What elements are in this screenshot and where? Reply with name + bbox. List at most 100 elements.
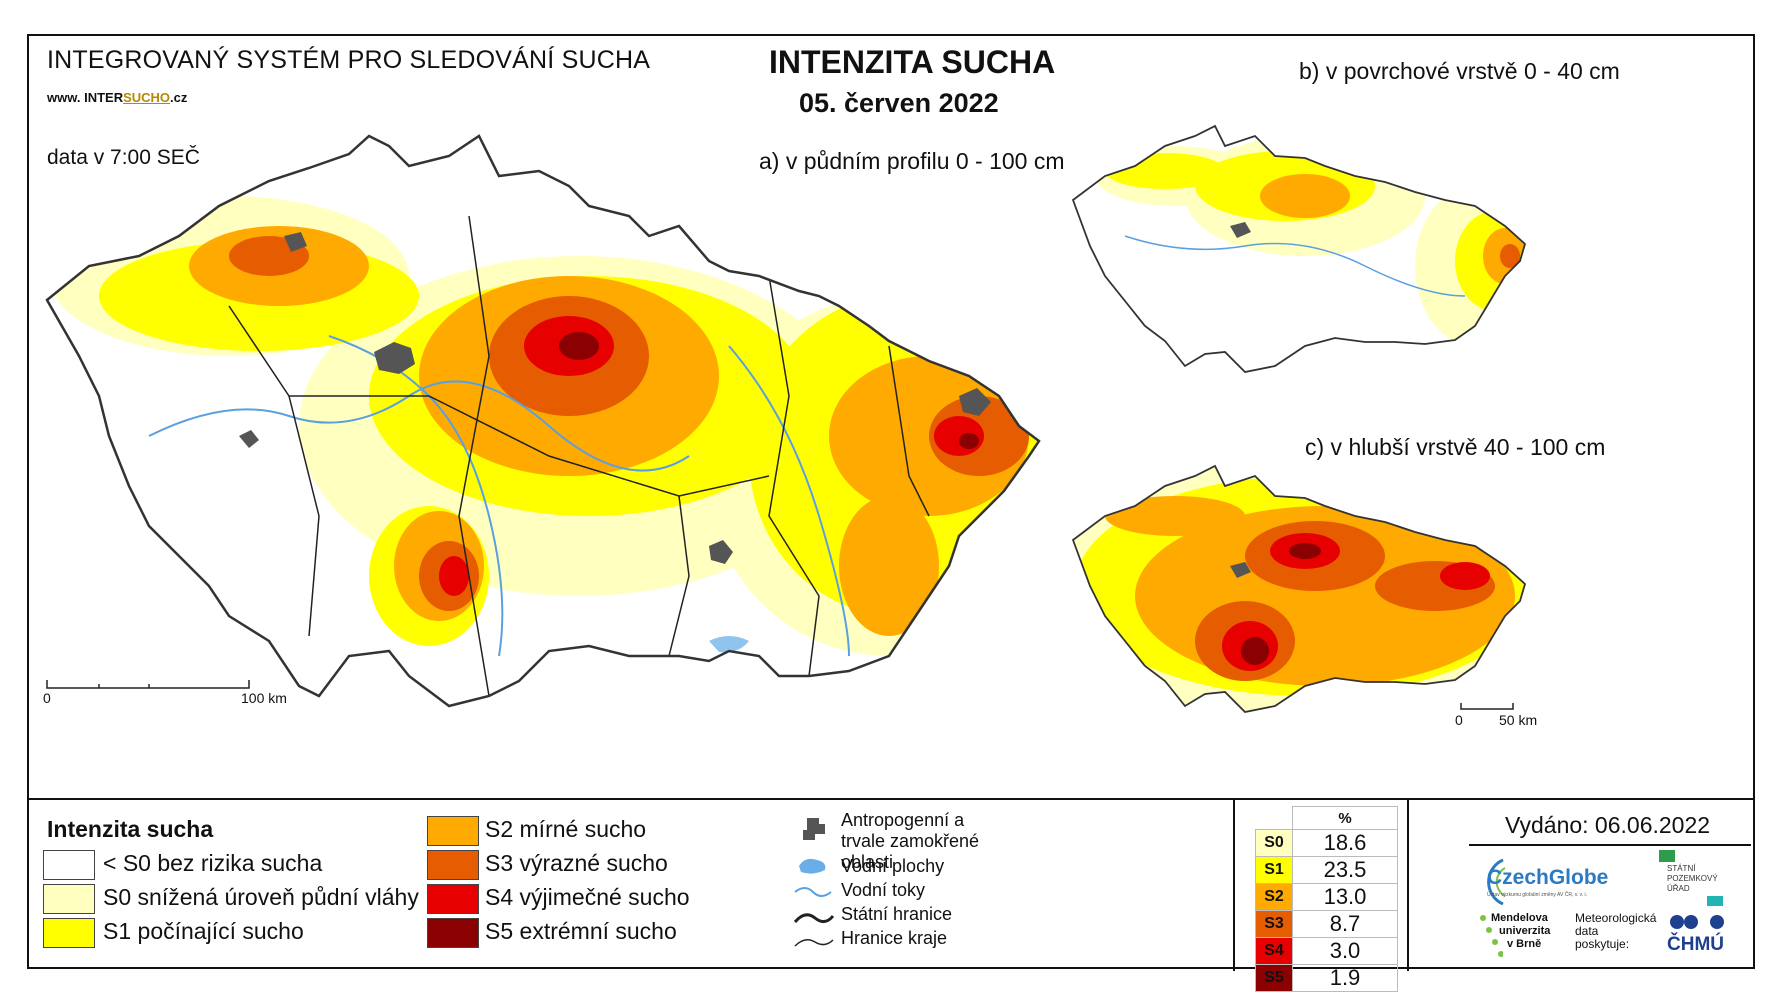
main-title: INTENZITA SUCHA bbox=[769, 44, 1056, 80]
state-border bbox=[45, 134, 1041, 708]
mendelu-dots-icon bbox=[1480, 915, 1503, 957]
stats-class: S0 bbox=[1255, 829, 1293, 857]
mendelu-line2: univerzita bbox=[1499, 925, 1551, 937]
region-border-icon bbox=[794, 939, 834, 947]
scale-bar-small bbox=[1460, 703, 1514, 710]
meteo-text: Meteorologická data poskytuje: bbox=[1575, 912, 1656, 951]
chmu-mark-icon bbox=[1670, 915, 1724, 929]
map-b-title: b) v povrchové vrstvě 0 - 40 cm bbox=[1299, 58, 1620, 84]
legend-symbols bbox=[793, 818, 835, 947]
legend-label-s1: S1 počínající sucho bbox=[103, 918, 304, 944]
scale-small-end: 50 km bbox=[1499, 712, 1538, 728]
region-border bbox=[458, 215, 490, 697]
spu-accent-icon bbox=[1707, 896, 1723, 906]
stats-row: S2 13.0 bbox=[1255, 883, 1398, 911]
legend-panel: Intenzita sucha < S0 bez rizika sucha S0… bbox=[29, 798, 1753, 992]
region-border bbox=[888, 345, 930, 517]
scale-a-start: 0 bbox=[43, 690, 51, 706]
region-border bbox=[768, 275, 820, 677]
stats-value: 23.5 bbox=[1292, 856, 1398, 884]
scale-a-end: 100 km bbox=[241, 690, 287, 706]
stats-table: % S0 18.6 S1 23.5 S2 13.0 S3 8.7 bbox=[1255, 806, 1398, 992]
region-border bbox=[668, 495, 690, 657]
stats-header: % bbox=[1292, 806, 1398, 830]
spu-mark-icon bbox=[1659, 850, 1675, 862]
stats-value: 3.0 bbox=[1292, 937, 1398, 965]
legend-label-river: Vodní toky bbox=[841, 880, 926, 900]
stats-class: S5 bbox=[1255, 964, 1293, 992]
legend-label-water: Vodní plochy bbox=[841, 856, 945, 876]
czechglobe-arc-icon bbox=[1487, 858, 1506, 906]
spu-line2: POZEMKOVÝ bbox=[1667, 874, 1718, 883]
state-border-icon bbox=[793, 913, 835, 923]
swatch-s0 bbox=[43, 884, 95, 914]
swatch-none bbox=[43, 850, 95, 880]
swatch-s2 bbox=[427, 816, 479, 846]
website-prefix: www. INTER bbox=[47, 90, 124, 105]
spu-line1: STÁTNÍ bbox=[1667, 864, 1696, 873]
stats-panel: % S0 18.6 S1 23.5 S2 13.0 S3 8.7 bbox=[1233, 800, 1409, 992]
website-link[interactable]: www. INTERSUCHO.cz bbox=[47, 90, 187, 105]
drought-map-b bbox=[1071, 124, 1527, 373]
swatch-s1 bbox=[43, 918, 95, 948]
stats-row: S4 3.0 bbox=[1255, 937, 1398, 965]
chmu-logo: ČHMÚ bbox=[1665, 910, 1739, 960]
urban-area-icon bbox=[803, 818, 825, 840]
meteo-line1: Meteorologická bbox=[1575, 911, 1657, 925]
s4-area-south bbox=[439, 556, 469, 596]
stats-value: 18.6 bbox=[1292, 829, 1398, 857]
map-frame: INTEGROVANÝ SYSTÉM PRO SLEDOVÁNÍ SUCHA w… bbox=[27, 34, 1755, 992]
urban-area-prague bbox=[374, 342, 415, 374]
drought-map-a bbox=[45, 134, 1041, 708]
map-c-title: c) v hlubší vrstvě 40 - 100 cm bbox=[1305, 434, 1606, 460]
stats-class: S1 bbox=[1255, 856, 1293, 884]
river-icon bbox=[794, 887, 832, 897]
s5-area-center bbox=[559, 332, 599, 360]
website-mid: SUCHO bbox=[123, 90, 171, 105]
logos-panel: CzechGlobe Ústav výzkumu globální změny … bbox=[1469, 844, 1751, 972]
website-suffix: .cz bbox=[170, 90, 188, 105]
czechglobe-logo: CzechGlobe Ústav výzkumu globální změny … bbox=[1473, 854, 1608, 910]
swatch-s5 bbox=[427, 918, 479, 948]
stats-class: S2 bbox=[1255, 883, 1293, 911]
stats-class: S4 bbox=[1255, 937, 1293, 965]
scale-small-start: 0 bbox=[1455, 712, 1463, 728]
legend-label-urban: Antropogenní a trvale zamokřené oblasti bbox=[841, 810, 980, 872]
czechglobe-sub: Ústav výzkumu globální změny AV ČR, v. v… bbox=[1487, 892, 1588, 898]
urban-area-usti bbox=[284, 232, 307, 252]
legend-label-region-border: Hranice kraje bbox=[841, 928, 948, 948]
s2-area-se bbox=[839, 496, 939, 636]
issued-date: Vydáno: 06.06.2022 bbox=[1505, 812, 1711, 838]
river-line bbox=[728, 345, 850, 657]
urban-area-ostrava bbox=[959, 388, 991, 416]
region-border bbox=[228, 305, 320, 637]
chmu-name: ČHMÚ bbox=[1667, 934, 1724, 955]
data-time-label: data v 7:00 SEČ bbox=[47, 146, 200, 169]
czechglobe-name: CzechGlobe bbox=[1487, 866, 1609, 889]
legend-label-state-border: Státní hranice bbox=[841, 904, 953, 924]
stats-row: S0 18.6 bbox=[1255, 829, 1398, 857]
mendelu-line1: Mendelova bbox=[1491, 912, 1548, 924]
stats-row: S3 8.7 bbox=[1255, 910, 1398, 938]
mendelu-logo: Mendelova univerzita v Brně bbox=[1477, 912, 1567, 968]
system-title: INTEGROVANÝ SYSTÉM PRO SLEDOVÁNÍ SUCHA bbox=[47, 46, 651, 74]
scale-bar-a bbox=[46, 680, 250, 689]
stats-class: S3 bbox=[1255, 910, 1293, 938]
drought-map-c bbox=[1071, 464, 1527, 713]
swatch-s4 bbox=[427, 884, 479, 914]
water-body-icon bbox=[799, 858, 826, 874]
stats-value: 8.7 bbox=[1292, 910, 1398, 938]
map-date: 05. červen 2022 bbox=[799, 88, 999, 118]
legend-title: Intenzita sucha bbox=[47, 816, 214, 842]
region-border bbox=[289, 395, 770, 497]
spu-logo: STÁTNÍ POZEMKOVÝ ÚŘAD bbox=[1655, 850, 1727, 908]
stats-value: 1.9 bbox=[1292, 964, 1398, 992]
legend-label-s2: S2 mírné sucho bbox=[485, 816, 647, 842]
stats-row: S1 23.5 bbox=[1255, 856, 1398, 884]
meteo-line2: data bbox=[1575, 924, 1599, 938]
water-body bbox=[709, 636, 749, 653]
map-a-title: a) v půdním profilu 0 - 100 cm bbox=[759, 148, 1065, 174]
meteo-line3: poskytuje: bbox=[1575, 937, 1630, 951]
stats-value: 13.0 bbox=[1292, 883, 1398, 911]
legend-label-s3: S3 výrazné sucho bbox=[485, 850, 668, 876]
